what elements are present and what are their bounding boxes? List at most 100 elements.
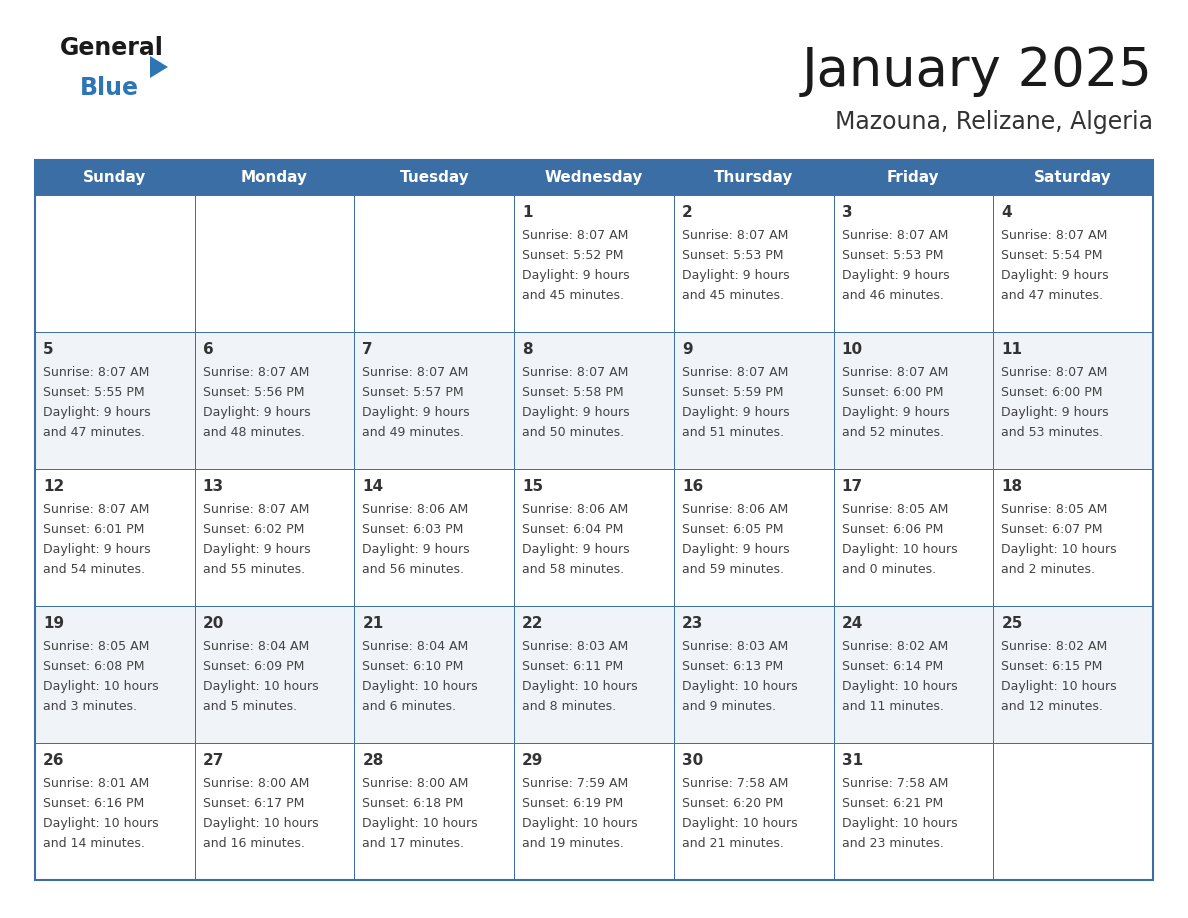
Text: Daylight: 9 hours: Daylight: 9 hours [362, 406, 470, 419]
Bar [993, 743, 1154, 880]
Text: 19: 19 [43, 616, 64, 631]
Text: and 48 minutes.: and 48 minutes. [203, 426, 304, 439]
Bar [514, 469, 674, 606]
Bar [354, 743, 514, 880]
Text: Sunrise: 8:07 AM: Sunrise: 8:07 AM [203, 503, 309, 516]
Text: 26: 26 [43, 753, 64, 768]
Text: and 47 minutes.: and 47 minutes. [1001, 289, 1104, 302]
Text: Sunset: 5:53 PM: Sunset: 5:53 PM [841, 249, 943, 262]
Text: Sunset: 6:14 PM: Sunset: 6:14 PM [841, 660, 943, 673]
Text: Sunrise: 8:07 AM: Sunrise: 8:07 AM [1001, 366, 1107, 379]
Text: Mazouna, Relizane, Algeria: Mazouna, Relizane, Algeria [835, 110, 1154, 134]
Text: Sunset: 6:13 PM: Sunset: 6:13 PM [682, 660, 783, 673]
Text: Sunrise: 8:05 AM: Sunrise: 8:05 AM [43, 640, 150, 653]
Text: Sunset: 6:10 PM: Sunset: 6:10 PM [362, 660, 463, 673]
Text: Daylight: 9 hours: Daylight: 9 hours [362, 543, 470, 556]
Text: and 19 minutes.: and 19 minutes. [523, 837, 624, 850]
Text: 29: 29 [523, 753, 544, 768]
Text: Sunrise: 8:07 AM: Sunrise: 8:07 AM [523, 229, 628, 242]
Bar [674, 195, 834, 332]
Text: Sunrise: 8:07 AM: Sunrise: 8:07 AM [362, 366, 469, 379]
Text: Sunrise: 8:06 AM: Sunrise: 8:06 AM [362, 503, 469, 516]
Text: 10: 10 [841, 342, 862, 357]
Text: 31: 31 [841, 753, 862, 768]
Text: Sunset: 5:52 PM: Sunset: 5:52 PM [523, 249, 624, 262]
Bar [993, 195, 1154, 332]
Text: Daylight: 9 hours: Daylight: 9 hours [841, 406, 949, 419]
Polygon shape [150, 56, 168, 78]
Bar [34, 160, 1154, 195]
Text: Daylight: 9 hours: Daylight: 9 hours [523, 406, 630, 419]
Bar [195, 743, 354, 880]
Text: Sunrise: 8:07 AM: Sunrise: 8:07 AM [523, 366, 628, 379]
Text: Daylight: 10 hours: Daylight: 10 hours [362, 817, 478, 830]
Text: 25: 25 [1001, 616, 1023, 631]
Text: January 2025: January 2025 [802, 45, 1154, 97]
Text: 5: 5 [43, 342, 53, 357]
Text: and 56 minutes.: and 56 minutes. [362, 563, 465, 576]
Text: Sunrise: 8:04 AM: Sunrise: 8:04 AM [362, 640, 469, 653]
Text: and 54 minutes.: and 54 minutes. [43, 563, 145, 576]
Text: 16: 16 [682, 479, 703, 494]
Text: 23: 23 [682, 616, 703, 631]
Text: and 17 minutes.: and 17 minutes. [362, 837, 465, 850]
Text: Sunset: 6:11 PM: Sunset: 6:11 PM [523, 660, 624, 673]
Text: 28: 28 [362, 753, 384, 768]
Bar [834, 469, 993, 606]
Text: Sunrise: 8:05 AM: Sunrise: 8:05 AM [841, 503, 948, 516]
Text: and 52 minutes.: and 52 minutes. [841, 426, 943, 439]
Bar [993, 606, 1154, 743]
Text: Sunset: 6:21 PM: Sunset: 6:21 PM [841, 797, 943, 810]
Text: Daylight: 10 hours: Daylight: 10 hours [43, 817, 159, 830]
Text: and 9 minutes.: and 9 minutes. [682, 700, 776, 713]
Text: Sunset: 6:00 PM: Sunset: 6:00 PM [1001, 386, 1102, 399]
Text: Daylight: 9 hours: Daylight: 9 hours [523, 543, 630, 556]
Text: Sunset: 6:07 PM: Sunset: 6:07 PM [1001, 523, 1102, 536]
Text: Sunrise: 8:06 AM: Sunrise: 8:06 AM [523, 503, 628, 516]
Bar [993, 469, 1154, 606]
Text: Daylight: 9 hours: Daylight: 9 hours [682, 543, 790, 556]
Text: Sunset: 6:02 PM: Sunset: 6:02 PM [203, 523, 304, 536]
Text: and 55 minutes.: and 55 minutes. [203, 563, 305, 576]
Text: Sunset: 6:08 PM: Sunset: 6:08 PM [43, 660, 145, 673]
Bar [195, 469, 354, 606]
Text: Sunrise: 8:03 AM: Sunrise: 8:03 AM [682, 640, 788, 653]
Text: and 49 minutes.: and 49 minutes. [362, 426, 465, 439]
Text: and 59 minutes.: and 59 minutes. [682, 563, 784, 576]
Text: Sunset: 6:18 PM: Sunset: 6:18 PM [362, 797, 463, 810]
Text: Tuesday: Tuesday [399, 170, 469, 185]
Text: and 6 minutes.: and 6 minutes. [362, 700, 456, 713]
Text: 21: 21 [362, 616, 384, 631]
Text: and 47 minutes.: and 47 minutes. [43, 426, 145, 439]
Bar [34, 160, 1154, 880]
Text: Daylight: 9 hours: Daylight: 9 hours [43, 406, 151, 419]
Text: Thursday: Thursday [714, 170, 794, 185]
Text: Sunrise: 8:00 AM: Sunrise: 8:00 AM [203, 777, 309, 790]
Text: and 58 minutes.: and 58 minutes. [523, 563, 624, 576]
Text: Monday: Monday [241, 170, 308, 185]
Bar [34, 743, 195, 880]
Text: and 5 minutes.: and 5 minutes. [203, 700, 297, 713]
Text: 6: 6 [203, 342, 214, 357]
Text: Sunset: 6:04 PM: Sunset: 6:04 PM [523, 523, 624, 536]
Text: 9: 9 [682, 342, 693, 357]
Text: Sunrise: 7:58 AM: Sunrise: 7:58 AM [841, 777, 948, 790]
Text: Sunset: 6:20 PM: Sunset: 6:20 PM [682, 797, 783, 810]
Text: Daylight: 9 hours: Daylight: 9 hours [523, 269, 630, 282]
Text: Sunrise: 8:02 AM: Sunrise: 8:02 AM [841, 640, 948, 653]
Text: Daylight: 10 hours: Daylight: 10 hours [1001, 680, 1117, 693]
Text: 30: 30 [682, 753, 703, 768]
Text: Sunrise: 8:06 AM: Sunrise: 8:06 AM [682, 503, 788, 516]
Text: 24: 24 [841, 616, 862, 631]
Bar [34, 332, 195, 469]
Text: 1: 1 [523, 205, 532, 220]
Text: Daylight: 10 hours: Daylight: 10 hours [203, 680, 318, 693]
Text: Sunrise: 8:01 AM: Sunrise: 8:01 AM [43, 777, 150, 790]
Text: 12: 12 [43, 479, 64, 494]
Text: Sunday: Sunday [83, 170, 146, 185]
Text: Sunrise: 8:07 AM: Sunrise: 8:07 AM [682, 366, 788, 379]
Text: 18: 18 [1001, 479, 1023, 494]
Text: and 2 minutes.: and 2 minutes. [1001, 563, 1095, 576]
Text: Daylight: 10 hours: Daylight: 10 hours [203, 817, 318, 830]
Text: 3: 3 [841, 205, 852, 220]
